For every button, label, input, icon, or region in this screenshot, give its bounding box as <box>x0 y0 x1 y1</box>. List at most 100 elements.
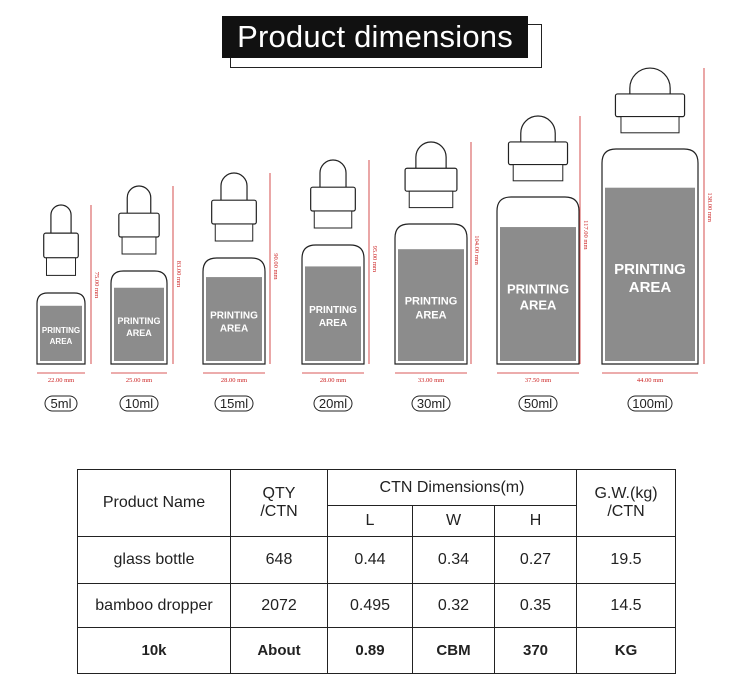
dropper-cap <box>614 93 686 118</box>
cell-qty: 648 <box>230 536 328 584</box>
dropper-cap <box>211 199 257 225</box>
dropper-bulb <box>220 172 248 201</box>
printing-area-label: PRINTING <box>42 326 80 335</box>
capacity-pill <box>44 395 78 412</box>
header-qty-line1: QTY <box>262 485 296 502</box>
capacity-label: 50ml <box>524 396 552 411</box>
capacity-label: 10ml <box>125 396 153 411</box>
printing-area <box>605 187 695 361</box>
cell-l: 0.495 <box>327 583 413 628</box>
printing-area <box>114 287 164 361</box>
cell-summary-l: 0.89 <box>327 627 413 674</box>
bottle-neck <box>313 210 353 229</box>
width-label: 44.00 mm <box>637 377 663 384</box>
cell-summary-name: 10k <box>77 627 231 674</box>
header-l: L <box>327 505 413 537</box>
dropper-bulb <box>50 204 72 234</box>
bottle-neck <box>45 257 77 276</box>
header-product-name: Product Name <box>77 469 231 537</box>
header-gw-line1: G.W.(kg) <box>594 485 658 502</box>
dropper-cap <box>118 212 160 238</box>
table-row: bamboo dropper 2072 0.495 0.32 0.35 14.5 <box>77 583 676 628</box>
printing-area-label: AREA <box>319 318 347 329</box>
dropper-bulb <box>629 67 671 94</box>
width-label: 22.00 mm <box>48 377 74 384</box>
cell-gw: 14.5 <box>576 583 676 628</box>
cell-summary-w: CBM <box>412 627 495 674</box>
printing-area <box>500 227 576 361</box>
capacity-pill <box>313 395 353 412</box>
printing-area <box>40 305 82 361</box>
capacity-pill <box>627 395 673 412</box>
cell-name: glass bottle <box>77 536 231 584</box>
cell-w: 0.34 <box>412 536 495 584</box>
width-label: 37.50 mm <box>525 377 551 384</box>
printing-area-label: PRINTING <box>405 296 458 308</box>
cell-qty: 2072 <box>230 583 328 628</box>
height-label: 90.00 mm <box>272 253 279 279</box>
cell-gw: 19.5 <box>576 536 676 584</box>
printing-area-label: PRINTING <box>309 305 357 316</box>
printing-area-label: PRINTING <box>614 261 686 278</box>
cell-summary-qty: About <box>230 627 328 674</box>
title-banner: Product dimensions <box>222 16 542 68</box>
capacity-pill <box>119 395 159 412</box>
cell-l: 0.44 <box>327 536 413 584</box>
header-gw-line2: /CTN <box>607 503 645 520</box>
printing-area <box>305 266 361 361</box>
header-h: H <box>494 505 577 537</box>
height-label: 83.00 mm <box>175 261 182 287</box>
page-title: Product dimensions <box>222 16 528 58</box>
width-label: 25.00 mm <box>126 377 152 384</box>
printing-area-label: AREA <box>629 279 672 296</box>
dropper-cap <box>43 232 79 259</box>
printing-area <box>206 277 262 361</box>
height-label: 104.00 mm <box>473 235 480 265</box>
dropper-bulb <box>319 159 347 188</box>
dropper-bulb <box>126 185 152 214</box>
capacity-label: 15ml <box>220 396 248 411</box>
bottle-neck <box>408 190 454 209</box>
carton-spec-table-wrap: Product Name QTY /CTN CTN Dimensions(m) … <box>77 469 676 674</box>
bottle-neck <box>214 223 254 242</box>
dropper-bulb <box>520 115 556 142</box>
cell-h: 0.35 <box>494 583 577 628</box>
table-summary-row: 10k About 0.89 CBM 370 KG <box>77 627 676 674</box>
printing-area-label: AREA <box>520 298 557 313</box>
printing-area-label: AREA <box>415 310 446 322</box>
printing-area-label: PRINTING <box>210 311 258 322</box>
width-label: 28.00 mm <box>320 377 346 384</box>
cell-summary-h: 370 <box>494 627 577 674</box>
header-ctn-dimensions: CTN Dimensions(m) <box>327 469 577 506</box>
bottle-neck <box>121 236 157 255</box>
dropper-cap <box>310 186 356 212</box>
header-w: W <box>412 505 495 537</box>
header-qty: QTY /CTN <box>230 469 328 537</box>
width-label: 28.00 mm <box>221 377 247 384</box>
cell-summary-gw: KG <box>576 627 676 674</box>
height-label: 75.00 mm <box>93 272 100 298</box>
height-label: 95.00 mm <box>371 246 378 272</box>
printing-area-label: PRINTING <box>507 282 569 297</box>
dropper-bulb <box>415 141 447 169</box>
bottle-neck <box>620 116 680 134</box>
dropper-cap <box>404 167 458 192</box>
header-gw: G.W.(kg) /CTN <box>576 469 676 537</box>
capacity-pill <box>411 395 451 412</box>
width-label: 33.00 mm <box>418 377 444 384</box>
capacity-label: 100ml <box>632 396 668 411</box>
carton-spec-table: Product Name QTY /CTN CTN Dimensions(m) … <box>77 469 676 674</box>
header-qty-line2: /CTN <box>260 503 298 520</box>
cell-w: 0.32 <box>412 583 495 628</box>
bottle-neck <box>512 164 564 182</box>
capacity-pill <box>518 395 558 412</box>
cell-name: bamboo dropper <box>77 583 231 628</box>
capacity-label: 5ml <box>51 396 72 411</box>
height-label: 138.00 mm <box>706 192 713 222</box>
printing-area-label: AREA <box>126 328 152 338</box>
dropper-cap <box>507 141 569 166</box>
table-row: glass bottle 648 0.44 0.34 0.27 19.5 <box>77 536 676 584</box>
cell-h: 0.27 <box>494 536 577 584</box>
capacity-pill <box>214 395 254 412</box>
printing-area <box>398 249 464 361</box>
